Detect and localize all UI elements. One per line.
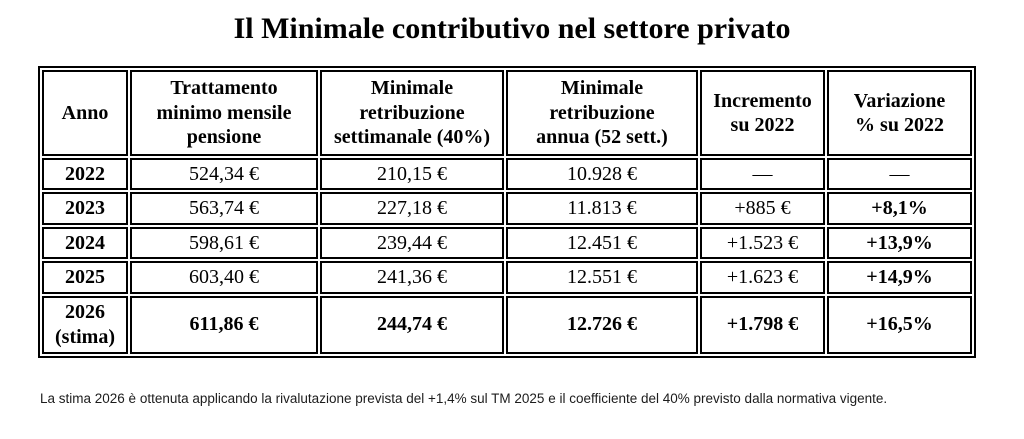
- cell-settimanale: 244,74 €: [320, 295, 504, 354]
- cell-settimanale: 241,36 €: [320, 261, 504, 294]
- cell-variazione: +8,1%: [827, 192, 972, 225]
- cell-settimanale: 210,15 €: [320, 158, 504, 191]
- header-cell-variazione: Variazione % su 2022: [827, 70, 972, 156]
- cell-trattamento: 524,34 €: [130, 158, 318, 191]
- cell-annua: 12.451 €: [506, 226, 698, 260]
- cell-annua: 10.928 €: [506, 158, 698, 191]
- cell-incremento: +1.798 €: [700, 295, 825, 354]
- cell-trattamento: 603,40 €: [130, 261, 318, 294]
- cell-anno: 2023: [42, 192, 128, 225]
- cell-incremento: +885 €: [700, 192, 825, 225]
- cell-incremento: +1.623 €: [700, 261, 825, 294]
- cell-variazione: —: [827, 158, 972, 191]
- cell-incremento: +1.523 €: [700, 226, 825, 260]
- cell-variazione: +13,9%: [827, 226, 972, 260]
- contribution-table: Anno Trattamento minimo mensile pensione…: [38, 66, 976, 358]
- cell-annua: 12.726 €: [506, 295, 698, 354]
- cell-anno: 2026 (stima): [42, 295, 128, 354]
- cell-anno: 2024: [42, 226, 128, 260]
- header-cell-minimale-annua: Minimale retribuzione annua (52 sett.): [506, 70, 698, 156]
- cell-anno: 2022: [42, 158, 128, 191]
- cell-settimanale: 239,44 €: [320, 226, 504, 260]
- header-row: Anno Trattamento minimo mensile pensione…: [42, 70, 972, 156]
- table-row-2023: 2023 563,74 € 227,18 € 11.813 € +885 € +…: [42, 192, 972, 225]
- cell-trattamento: 598,61 €: [130, 226, 318, 260]
- cell-annua: 11.813 €: [506, 192, 698, 225]
- footnote: La stima 2026 è ottenuta applicando la r…: [40, 390, 888, 406]
- cell-anno: 2025: [42, 261, 128, 294]
- cell-trattamento: 611,86 €: [130, 295, 318, 354]
- table-row-2024: 2024 598,61 € 239,44 € 12.451 € +1.523 €…: [42, 226, 972, 260]
- cell-settimanale: 227,18 €: [320, 192, 504, 225]
- cell-variazione: +14,9%: [827, 261, 972, 294]
- cell-trattamento: 563,74 €: [130, 192, 318, 225]
- table-row-2022: 2022 524,34 € 210,15 € 10.928 € — —: [42, 158, 972, 191]
- header-cell-incremento: Incremento su 2022: [700, 70, 825, 156]
- cell-variazione: +16,5%: [827, 295, 972, 354]
- header-cell-trattamento-minimo: Trattamento minimo mensile pensione: [130, 70, 318, 156]
- header-cell-minimale-settimanale: Minimale retribuzione settimanale (40%): [320, 70, 504, 156]
- header-cell-anno: Anno: [42, 70, 128, 156]
- cell-annua: 12.551 €: [506, 261, 698, 294]
- cell-incremento: —: [700, 158, 825, 191]
- page-title: Il Minimale contributivo nel settore pri…: [233, 12, 791, 45]
- table-row-2026-stima: 2026 (stima) 611,86 € 244,74 € 12.726 € …: [42, 295, 972, 354]
- table-row-2025: 2025 603,40 € 241,36 € 12.551 € +1.623 €…: [42, 261, 972, 294]
